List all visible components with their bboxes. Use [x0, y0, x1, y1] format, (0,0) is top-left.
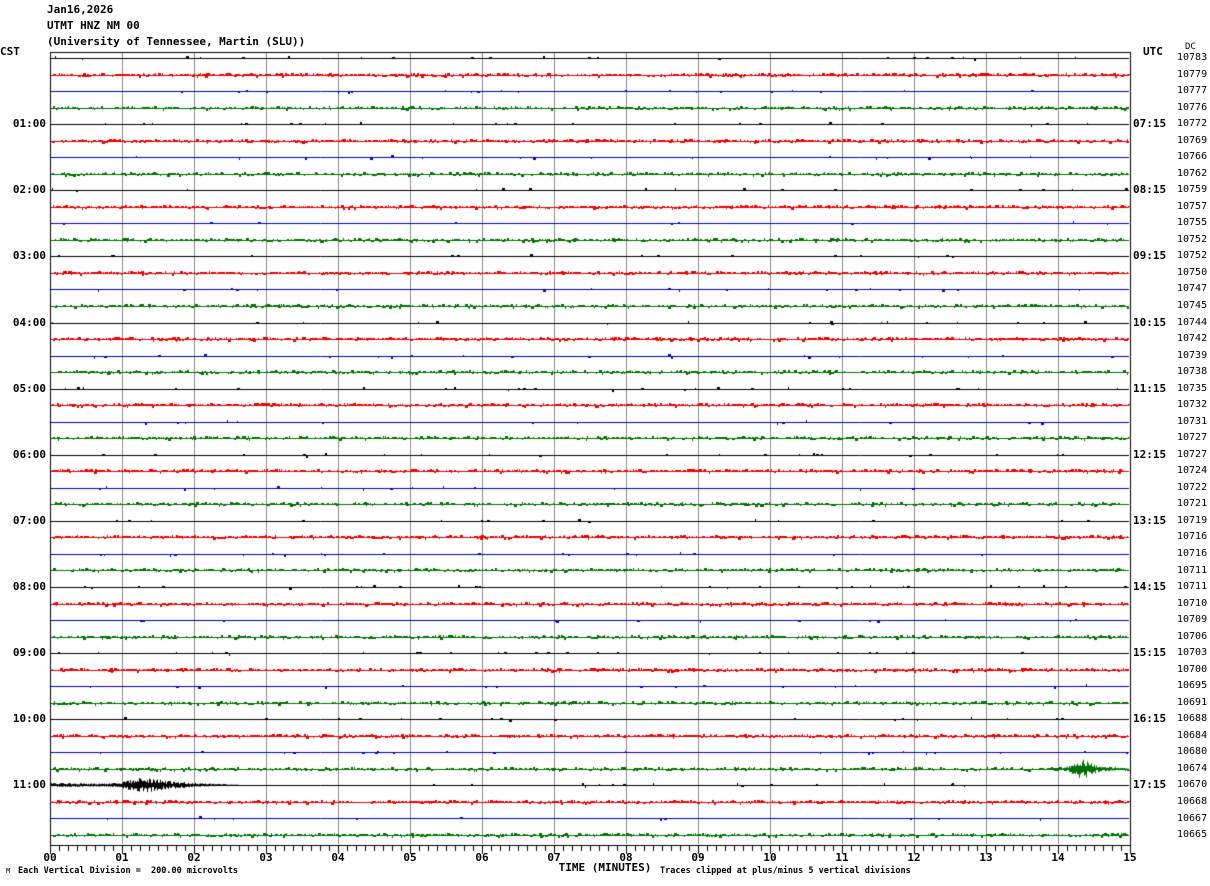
x-tick-label: 15 [1123, 851, 1137, 864]
x-tick-label: 06 [475, 851, 489, 864]
x-tick-label: 07 [547, 851, 561, 864]
cst-hour-label: 04:00 [12, 315, 46, 329]
x-axis-title: TIME (MINUTES) [558, 861, 652, 874]
trace-value: 10750 [1177, 266, 1208, 278]
utc-hour-label: 08:15 [1133, 183, 1167, 197]
utc-hour-label: 10:15 [1133, 315, 1167, 329]
trace-value: 10752 [1177, 233, 1208, 245]
cst-hour-label: 09:00 [12, 646, 46, 660]
trace-value: 10755 [1177, 217, 1208, 229]
utc-hour-label: 15:15 [1133, 646, 1167, 660]
trace-value: 10706 [1177, 630, 1208, 642]
utc-hour-label: 17:15 [1133, 778, 1167, 792]
x-tick-label: 09 [691, 851, 705, 864]
trace-value: 10709 [1177, 614, 1208, 626]
network-title: (University of Tennessee, Martin (SLU)) [47, 35, 306, 48]
trace-value: 10710 [1177, 597, 1208, 609]
dc-offset-label: DC [1185, 42, 1196, 52]
trace-value: 10732 [1177, 399, 1208, 411]
trace-value: 10722 [1177, 481, 1208, 493]
trace-value: 10776 [1177, 101, 1208, 113]
trace-value: 10744 [1177, 316, 1208, 328]
trace-value: 10742 [1177, 333, 1208, 344]
trace-value: 10668 [1177, 795, 1208, 807]
trace-value: 10783 [1177, 52, 1208, 63]
trace-value: 10711 [1177, 564, 1208, 576]
x-tick-label: 05 [403, 851, 417, 864]
left-timezone-label: CST [0, 45, 20, 58]
trace-value: 10667 [1177, 812, 1208, 824]
cst-hour-label: 06:00 [12, 447, 46, 461]
trace-value: 10674 [1177, 762, 1208, 774]
trace-value: 10680 [1177, 746, 1208, 758]
trace-value: 10769 [1177, 134, 1208, 146]
trace-value: 10665 [1177, 829, 1208, 840]
trace-value: 10777 [1177, 85, 1208, 97]
cst-hour-label: 01:00 [12, 117, 46, 131]
trace-value: 10688 [1177, 713, 1208, 725]
corner-glyph: M [6, 867, 11, 875]
x-tick-label: 04 [331, 851, 345, 864]
x-tick-label: 14 [1051, 851, 1065, 864]
trace-value: 10747 [1177, 283, 1208, 295]
trace-value: 10719 [1177, 514, 1208, 526]
utc-hour-label: 14:15 [1133, 580, 1167, 593]
trace-value: 10727 [1177, 448, 1208, 460]
clip-note: Traces clipped at plus/minus 5 vertical … [660, 866, 911, 876]
station-title: UTMT HNZ NM 00 [47, 19, 140, 32]
x-tick-label: 13 [979, 851, 993, 864]
x-tick-label: 03 [259, 851, 273, 864]
trace-value: 10716 [1177, 531, 1208, 543]
cst-hour-label: 10:00 [12, 712, 46, 726]
utc-hour-label: 16:15 [1133, 712, 1167, 726]
trace-value: 10731 [1177, 415, 1208, 427]
x-tick-label: 00 [43, 851, 57, 864]
cst-hour-label: 02:00 [12, 183, 46, 197]
cst-hour-label: 11:00 [12, 778, 46, 792]
date-title: Jan16,2026 [47, 3, 114, 16]
trace-value: 10670 [1177, 779, 1208, 791]
scale-note: Each Vertical Division = 200.00 microvol… [18, 866, 239, 876]
utc-hour-label: 09:15 [1133, 249, 1167, 263]
x-tick-label: 11 [835, 851, 849, 864]
x-tick-label: 01 [115, 851, 129, 864]
trace-value: 10738 [1177, 366, 1208, 378]
trace-value: 10684 [1177, 729, 1208, 741]
trace-value: 10727 [1177, 432, 1208, 444]
x-tick-label: 10 [763, 851, 777, 864]
trace-value: 10766 [1177, 151, 1208, 163]
trace-value: 10716 [1177, 548, 1208, 559]
trace-value: 10721 [1177, 498, 1208, 510]
trace-value: 10762 [1177, 167, 1208, 179]
cst-hour-label: 08:00 [12, 580, 46, 593]
cst-hour-label: 05:00 [12, 381, 46, 395]
trace-value: 10711 [1177, 581, 1208, 592]
trace-value: 10724 [1177, 465, 1208, 477]
trace-value: 10739 [1177, 349, 1208, 361]
trace-value: 10759 [1177, 184, 1208, 196]
trace-value: 10735 [1177, 382, 1208, 394]
utc-hour-label: 13:15 [1133, 513, 1167, 527]
trace-value: 10745 [1177, 300, 1208, 311]
x-tick-label: 08 [619, 851, 633, 864]
right-timezone-label: UTC [1143, 45, 1163, 58]
trace-value: 10695 [1177, 680, 1208, 692]
trace-value: 10772 [1177, 118, 1208, 130]
utc-hour-label: 11:15 [1133, 381, 1167, 395]
x-tick-label: 12 [907, 851, 921, 864]
cst-hour-label: 07:00 [12, 513, 46, 527]
utc-hour-label: 07:15 [1133, 117, 1167, 131]
cst-hour-label: 03:00 [12, 249, 46, 263]
trace-value: 10752 [1177, 250, 1208, 262]
x-tick-label: 02 [187, 851, 201, 864]
trace-value: 10703 [1177, 647, 1208, 659]
trace-value: 10779 [1177, 68, 1208, 80]
trace-value: 10757 [1177, 200, 1208, 212]
trace-value: 10691 [1177, 696, 1208, 708]
trace-value: 10700 [1177, 663, 1208, 675]
utc-hour-label: 12:15 [1133, 447, 1167, 461]
